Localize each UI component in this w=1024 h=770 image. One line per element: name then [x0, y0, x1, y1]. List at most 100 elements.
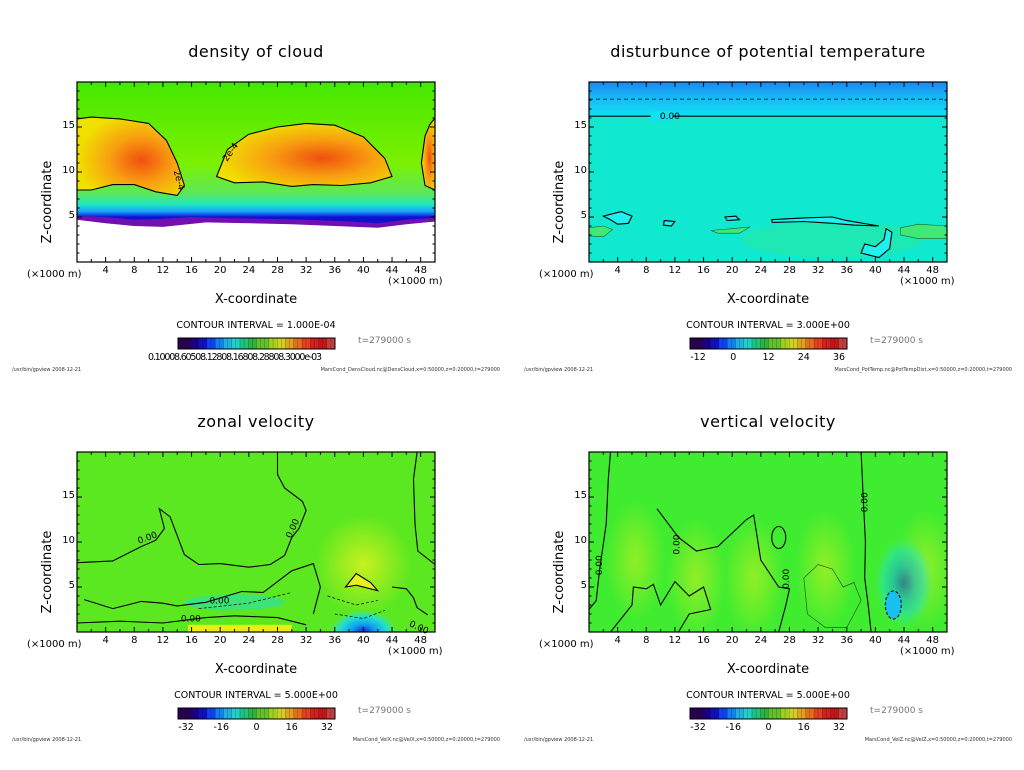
contour-closed-1	[601, 211, 633, 225]
x-tick-label: 32	[811, 265, 825, 276]
x-axis-label: X-coordinate	[214, 662, 298, 677]
colorbar-cell	[785, 708, 790, 719]
x-tick-label: 28	[271, 635, 284, 646]
colorbar-cell	[281, 338, 286, 349]
colorbar-cell	[285, 708, 290, 719]
contour-zero-5	[412, 452, 435, 565]
colorbar-cell	[764, 708, 769, 719]
colorbar-cell	[751, 708, 757, 719]
colorbar-cell	[834, 338, 840, 349]
x-tick-label: 40	[869, 265, 882, 276]
x-tick-label: 48	[414, 265, 428, 276]
colorbar-cell	[277, 338, 282, 349]
colorbar-cell	[244, 338, 249, 349]
time-label: t=279000 s	[870, 336, 923, 346]
colorbar-cell	[739, 338, 745, 349]
colorbar-cell	[813, 338, 819, 349]
contour-closed-3	[724, 215, 741, 222]
colorbar-cell	[244, 708, 249, 719]
colorbar-cell	[215, 338, 220, 349]
colorbar-cell	[198, 338, 204, 349]
colorbar-tick-labels: 0.10008.60508.12808.16808.28808.3000e-03	[148, 352, 322, 363]
colorbar-cell	[264, 338, 270, 349]
colorbar-cell	[826, 708, 831, 719]
colorbar-cell	[182, 708, 187, 719]
colorbar-cell	[260, 708, 266, 719]
x-unit-right: (×1000 m)	[388, 646, 443, 657]
x-tick-label: 36	[328, 265, 342, 276]
colorbar-cell	[727, 338, 732, 349]
y-axis-label: Z-coordinate	[552, 160, 567, 244]
x-tick-label: 24	[754, 635, 768, 646]
colorbar-cell	[830, 708, 835, 719]
colorbar-cell	[194, 338, 199, 349]
contour-negative-3	[198, 592, 292, 609]
colorbar-cell	[211, 708, 216, 719]
colorbar-tick-label: -32	[178, 722, 194, 733]
colorbar-cell	[702, 338, 707, 349]
colorbar-cell	[260, 338, 266, 349]
y-tick-label: 10	[574, 165, 587, 176]
colorbar-cell	[818, 708, 823, 719]
colorbar-cell	[281, 708, 286, 719]
chart-title: disturbunce of potential temperature	[610, 42, 926, 61]
contour-zero-3	[860, 452, 872, 632]
colorbar-cell	[252, 338, 257, 349]
x-tick-label: 4	[102, 635, 109, 646]
time-label: t=279000 s	[358, 706, 411, 716]
colorbar-cell	[223, 708, 228, 719]
colorbar-cell	[314, 708, 319, 719]
contour-zero-3	[77, 615, 307, 626]
colorbar-cell	[235, 708, 241, 719]
x-tick-label: 16	[185, 265, 198, 276]
updraft-region-2	[666, 518, 727, 632]
colorbar-cell	[838, 338, 844, 349]
colorbar-cell	[310, 338, 315, 349]
x-tick-label: 16	[697, 265, 710, 276]
colorbar-cell	[756, 708, 761, 719]
colorbar-cell	[211, 338, 216, 349]
y-axis-label: Z-coordinate	[40, 530, 55, 614]
colorbar-cell	[714, 338, 720, 349]
colorbar-cell	[789, 708, 794, 719]
colorbar-cell	[326, 338, 332, 349]
x-tick-label: 24	[242, 265, 256, 276]
x-tick-label: 40	[357, 265, 370, 276]
x-unit-right: (×1000 m)	[900, 276, 955, 287]
colorbar-cell	[842, 338, 848, 349]
colorbar-cell	[756, 338, 761, 349]
y-tick-label: 15	[62, 490, 75, 501]
colorbar-cell	[809, 338, 815, 349]
colorbar-cell	[326, 708, 332, 719]
x-tick-label: 20	[213, 265, 227, 276]
x-unit-left: (×1000 m)	[539, 269, 594, 280]
colorbar-cell	[231, 708, 237, 719]
warm-region	[742, 221, 923, 258]
colorbar-cell	[731, 338, 736, 349]
colorbar-cell	[822, 338, 827, 349]
contour-interval: CONTOUR INTERVAL = 5.000E+00	[686, 690, 850, 701]
colorbar-cell	[268, 338, 274, 349]
colorbar-cell	[330, 338, 336, 349]
cloud-base-band	[77, 216, 435, 228]
chart-title: vertical velocity	[700, 412, 836, 431]
panel-velx: 0.00 0.00 0.00 0.00 0.00 zonal velocity Z-coor…	[0, 400, 512, 770]
colorbar-cell	[694, 708, 699, 719]
colorbar-cell	[190, 338, 195, 349]
colorbar-cell	[289, 338, 294, 349]
colorbar-cell	[698, 708, 703, 719]
x-tick-label: 16	[697, 635, 710, 646]
colorbar-cell	[289, 708, 294, 719]
colorbar-tick-label: -32	[690, 722, 706, 733]
x-tick-label: 48	[926, 635, 940, 646]
panel-pottemp: 0.00 disturbunce of potential temperature…	[512, 30, 1024, 400]
colorbar-cell	[202, 708, 208, 719]
x-tick-label: 44	[897, 635, 911, 646]
x-unit-left: (×1000 m)	[27, 269, 82, 280]
colorbar-cell	[772, 708, 778, 719]
y-tick-label: 15	[574, 120, 587, 131]
colorbar-frame	[177, 707, 336, 720]
colorbar-cell	[690, 708, 695, 719]
y-axis-label: Z-coordinate	[40, 160, 55, 244]
colorbar-cell	[252, 708, 257, 719]
